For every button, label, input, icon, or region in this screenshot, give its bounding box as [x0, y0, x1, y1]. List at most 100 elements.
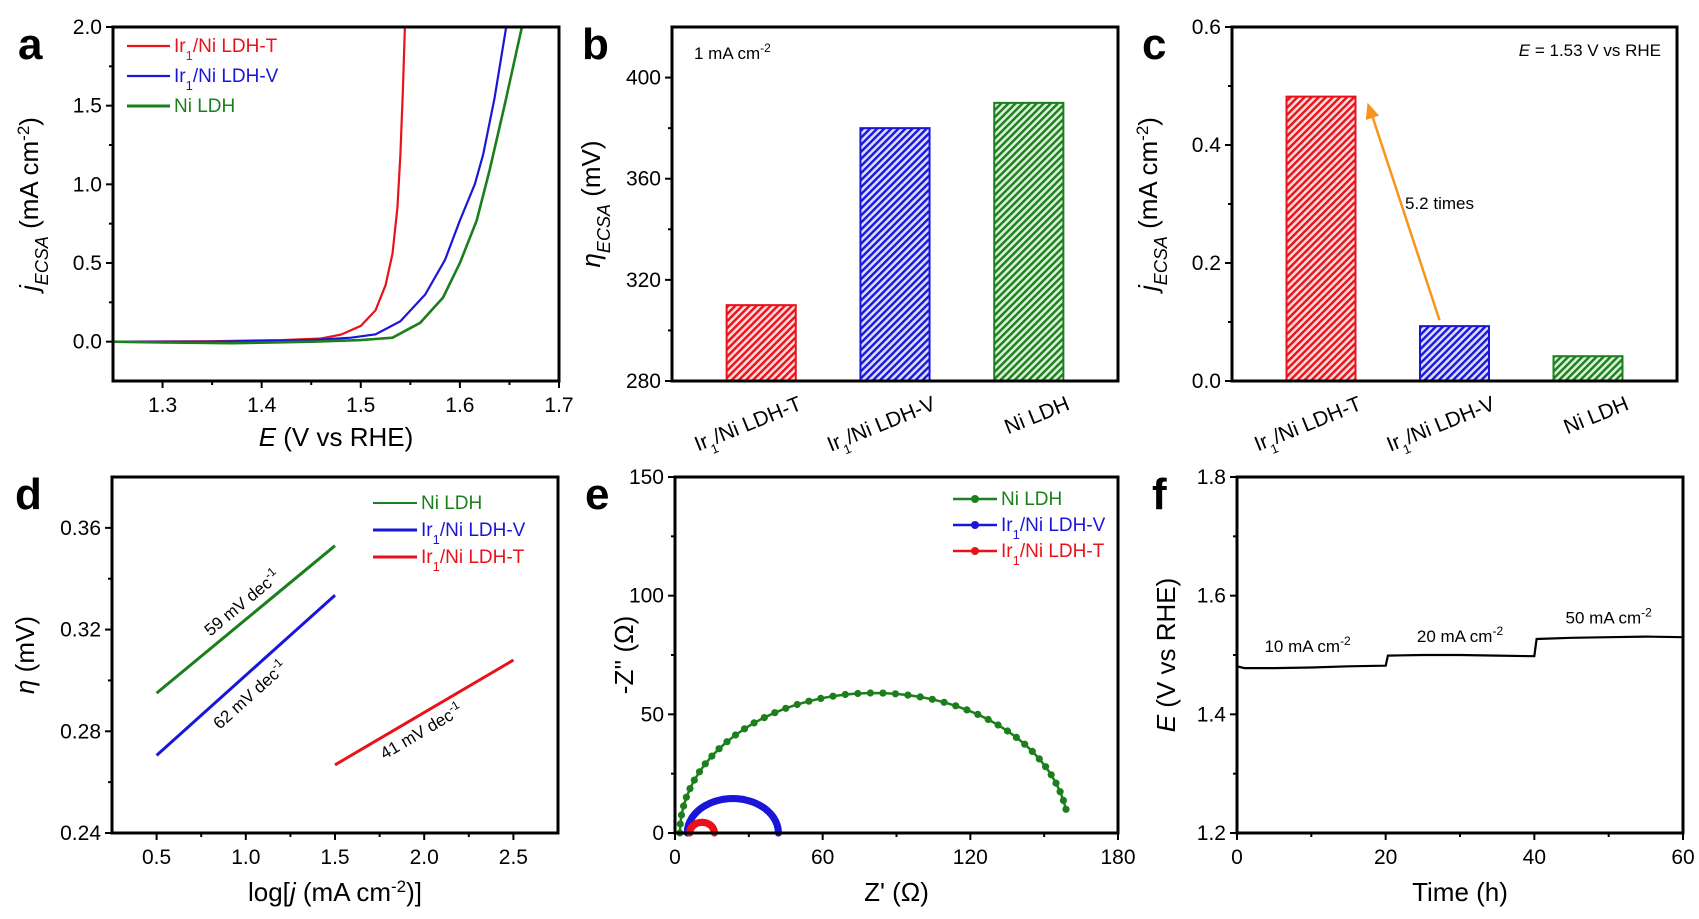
legend-label-Ni: Ni LDH [174, 96, 235, 117]
panel-f-stability-plot: 10 mA cm-2 20 mA cm-2 50 mA cm-2 1.2 1.4 1.6 1… [1151, 466, 1695, 907]
legend-label-T: Ir1/Ni LDH-T [421, 547, 525, 574]
panel-e-nyquist-plot: 0 50 100 150 0 60 120 180 Ni LDH Ir1/Ni LDH-VIr1/… [585, 466, 1136, 907]
y-tick-label: 280 [626, 370, 661, 393]
slope-label-T: 41 mV dec-1 [375, 698, 466, 764]
x-tick-label: 0.5 [142, 846, 171, 869]
nyquist-point-Ni [695, 768, 704, 776]
y-tick-label: 50 [641, 703, 664, 726]
slope-label-V: 62 mV dec-1 [208, 655, 291, 733]
y-tick-label: 320 [626, 269, 661, 292]
ratio-arrowhead [1365, 102, 1380, 121]
panel-c-current-density-bars: Ir1/Ni LDH-T Ir1/Ni LDH-V Ni LDH 0.0 0.2 0.4 0… [1133, 16, 1679, 461]
nyquist-point-Ni [891, 690, 900, 698]
x-category-label-V: Ir1/Ni LDH-V [824, 392, 941, 461]
bar-V [1419, 325, 1490, 383]
panel-label-d: d [15, 470, 42, 519]
y-axis-title: jECSA (mA cm-2) [14, 117, 53, 294]
y-tick-label: 0.4 [1192, 134, 1222, 157]
nyquist-point-Ni [994, 721, 1002, 729]
nyquist-point-Ni [916, 693, 924, 701]
nyquist-point-Ni [805, 697, 813, 705]
ratio-arrow [1369, 110, 1441, 321]
legend-label-T: Ir1/Ni LDH-T [174, 36, 278, 63]
nyquist-line-V [686, 797, 780, 834]
y-tick-label: 2.0 [73, 16, 102, 39]
nyquist-point-Ni [782, 704, 790, 712]
x-category-label-Ni: Ni LDH [1001, 392, 1072, 439]
condition-annotation: 1 mA cm-2 [694, 41, 771, 63]
nyquist-point-Ni [760, 714, 768, 722]
nyquist-point-Ni [771, 709, 779, 717]
tafel-line-T [334, 658, 515, 767]
x-tick-label: 20 [1374, 846, 1397, 869]
nyquist-point-Ni [740, 725, 749, 733]
nyquist-point-Ni [701, 760, 709, 768]
legend-marker-Ni [971, 495, 979, 503]
y-tick-label: 0.0 [73, 331, 102, 354]
plot-frame-b [670, 25, 1120, 383]
x-tick-label: 1.4 [247, 394, 277, 417]
bar-Ni [993, 101, 1065, 382]
x-category-label-T: Ir1/Ni LDH-T [691, 392, 807, 461]
nyquist-point-Ni [690, 776, 698, 784]
bar-T [725, 304, 797, 382]
y-tick-label: 400 [626, 67, 661, 90]
legend-label-T: Ir1/Ni LDH-T [1001, 541, 1105, 568]
nyquist-point-Ni [1012, 733, 1021, 742]
legend-marker-V [971, 521, 979, 529]
y-tick-label: 0.2 [1192, 252, 1221, 275]
nyquist-point-Ni [680, 802, 688, 810]
panel-label-b: b [582, 20, 609, 69]
legend-label-V: Ir1/Ni LDH-V [421, 520, 526, 547]
nyquist-point-Ni [1059, 796, 1067, 805]
y-tick-label: 1.8 [1197, 466, 1226, 489]
x-tick-label: 2.0 [410, 846, 439, 869]
segment-label-0: 10 mA cm-2 [1264, 634, 1351, 656]
y-axis-title: -Z'' (Ω) [609, 616, 639, 694]
y-tick-label: 150 [629, 466, 664, 489]
x-tick-label: 1.5 [346, 394, 375, 417]
nyquist-point-Ni [708, 752, 716, 760]
y-tick-label: 0.36 [60, 517, 101, 540]
y-tick-label: 1.0 [73, 173, 102, 196]
nyquist-point-Ni [686, 785, 694, 793]
nyquist-point-Ni [841, 690, 849, 699]
segment-label-2: 50 mA cm-2 [1566, 606, 1653, 628]
x-tick-label: 1.5 [320, 846, 349, 869]
nyquist-point-Ni [963, 706, 971, 714]
legend-label-V: Ir1/Ni LDH-V [1001, 515, 1106, 542]
tafel-line-Ni [155, 544, 336, 695]
x-axis-title: log[j (mA cm-2)] [248, 877, 422, 908]
y-tick-label: 0.6 [1192, 16, 1221, 39]
x-tick-label: 1.6 [445, 394, 474, 417]
plot-frame-a [111, 25, 561, 383]
series-line-V [113, 27, 508, 343]
panel-label-f: f [1152, 470, 1167, 519]
bar-T [1285, 95, 1357, 383]
y-tick-label: 1.6 [1197, 585, 1226, 608]
tafel-line-V [155, 594, 337, 757]
nyquist-point-Ni [1028, 747, 1036, 756]
nyquist-point-Ni [793, 700, 801, 709]
x-category-label-V: Ir1/Ni LDH-V [1384, 392, 1501, 461]
nyquist-point-Ni [715, 745, 723, 753]
y-tick-label: 0.32 [60, 619, 101, 642]
bar-Ni [1552, 355, 1624, 383]
nyquist-point-Ni [952, 702, 960, 710]
x-tick-label: 2.5 [499, 846, 528, 869]
bar-V [859, 127, 931, 382]
nyquist-point-Ni [723, 738, 731, 746]
x-tick-label: 120 [953, 846, 988, 869]
nyquist-point-Ni [1056, 788, 1064, 796]
x-tick-label: 0 [669, 846, 681, 869]
nyquist-point-Ni [817, 694, 825, 703]
nyquist-point-Ni [940, 698, 948, 706]
panel-b-overpotential-bars: Ir1/Ni LDH-T Ir1/Ni LDH-V Ni LDH 280 320 360 4… [576, 20, 1120, 461]
y-tick-label: 0.28 [60, 720, 101, 743]
x-tick-label: 60 [1671, 846, 1694, 869]
series-line-Ni [113, 27, 524, 345]
legend-label-Ni: Ni LDH [421, 493, 482, 514]
nyquist-point-Ni [854, 689, 862, 698]
panel-label-a: a [18, 20, 43, 69]
